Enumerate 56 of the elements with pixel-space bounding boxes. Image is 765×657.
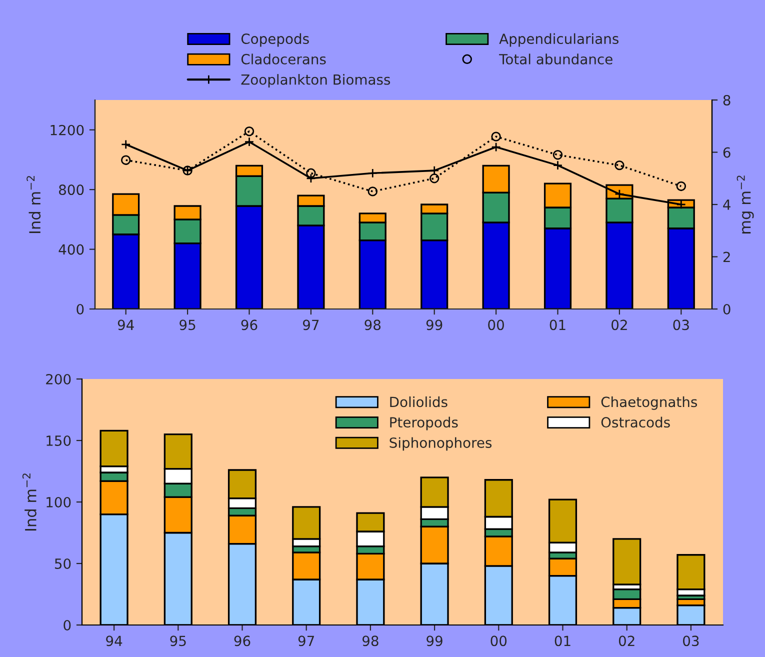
legend-label: Pteropods: [390, 416, 458, 430]
x-tick-label: 01: [554, 636, 570, 646]
y2-tick-label: 0: [723, 304, 730, 314]
legend-label: Cladocerans: [241, 54, 326, 64]
x-tick-label: 97: [302, 320, 319, 330]
legend-label: Doliolids: [390, 396, 448, 408]
y2-tick-label: 4: [723, 200, 730, 210]
legend-label: Zooplankton Biomass: [241, 74, 390, 88]
legend-label: Chaetognaths: [601, 396, 697, 410]
legend-label: Copepods: [241, 33, 309, 47]
x-tick-label: 96: [234, 636, 250, 646]
x-tick-label: 00: [490, 636, 507, 646]
point: [614, 160, 624, 170]
x-tick-label: 97: [298, 636, 314, 646]
legend-label: Total abundance: [499, 54, 612, 64]
x-tick-label: 02: [612, 320, 627, 330]
y-tick-label: 200: [46, 374, 71, 384]
y-tick-label: 150: [46, 435, 71, 446]
point: [676, 181, 686, 192]
y-tick-label: 100: [46, 496, 71, 508]
x-tick-label: 02: [618, 636, 634, 646]
x-tick-label: 95: [180, 320, 196, 330]
x-tick-label: 95: [170, 636, 186, 646]
y2-tick-label: 6: [723, 147, 730, 158]
x-tick-label: 94: [118, 320, 134, 330]
y-tick-label: 800: [59, 184, 84, 196]
y-tick-label: 50: [54, 558, 71, 569]
y2-tick-label: 8: [723, 94, 730, 106]
x-tick-label: 96: [241, 320, 258, 330]
x-tick-label: 03: [673, 320, 689, 330]
x-tick-label: 98: [364, 320, 381, 330]
point: [429, 174, 440, 184]
y-tick-label: 0: [76, 304, 84, 314]
point: [244, 126, 254, 136]
x-tick-label: 03: [683, 636, 699, 646]
legend-label: Siphonophores: [390, 437, 492, 451]
point: [368, 186, 378, 196]
y-tick-label: 1200: [50, 124, 84, 136]
point: [306, 168, 316, 178]
x-tick-label: 98: [362, 636, 378, 646]
legend-label: Ostracods: [601, 416, 670, 428]
x-tick-label: 01: [550, 320, 566, 330]
y-axis-title: Ind m$^{−2}$: [26, 176, 41, 234]
point: [491, 132, 501, 142]
legend-label: Appendicularians: [499, 33, 618, 47]
y-tick-label: 400: [58, 244, 84, 255]
x-tick-label: 94: [106, 636, 122, 646]
x-tick-label: 99: [426, 320, 442, 330]
y-axis-title: Ind m$^{−2}$: [22, 474, 36, 531]
point: [552, 150, 563, 160]
y2-axis-title: mg m$^{−2}$: [736, 176, 754, 234]
x-tick-label: 99: [426, 636, 442, 646]
y-tick-label: 0: [64, 620, 71, 630]
x-tick-label: 00: [488, 320, 504, 330]
y2-tick-label: 2: [723, 252, 730, 262]
point: [120, 155, 131, 165]
